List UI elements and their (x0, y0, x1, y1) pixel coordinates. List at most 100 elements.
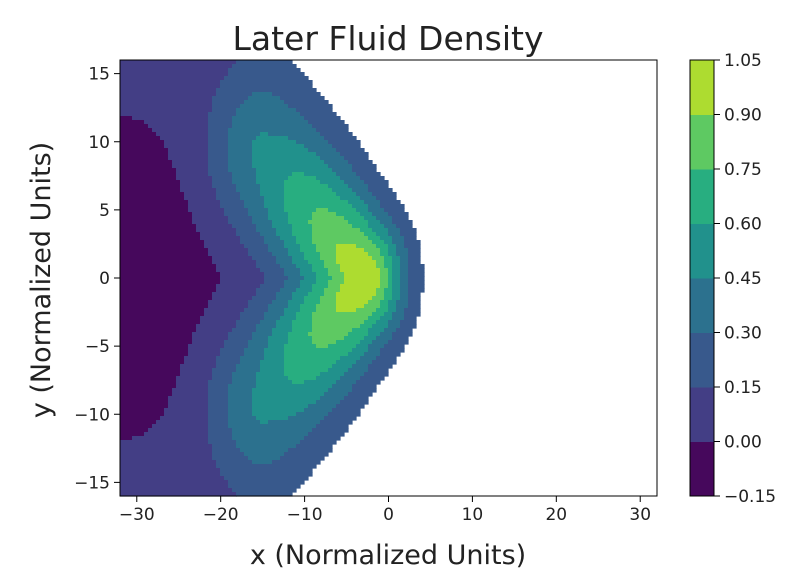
contour-cell (120, 156, 169, 161)
contour-cell (364, 216, 377, 221)
contour-cell (312, 428, 349, 433)
contour-cell (376, 308, 389, 313)
contour-cell (316, 304, 337, 309)
contour-cell (220, 276, 265, 281)
contour-cell (120, 492, 237, 497)
contour-cell (284, 268, 301, 273)
contour-cell (200, 316, 241, 321)
contour-cell (200, 236, 241, 241)
contour-cell (256, 384, 333, 389)
contour-cell (332, 408, 361, 413)
contour-cell (260, 192, 285, 197)
contour-cell (284, 244, 301, 249)
contour-cell (296, 240, 313, 245)
contour-cell (384, 260, 393, 265)
contour-cell (296, 288, 313, 293)
contour-cell (264, 240, 285, 245)
x-axis-label: x (Normalized Units) (250, 540, 526, 571)
contour-cell (332, 364, 353, 369)
contour-cell (220, 352, 245, 357)
contour-cell (268, 308, 285, 313)
contour-cell (312, 212, 337, 217)
contour-cell (368, 344, 385, 349)
contour-cell (132, 436, 209, 441)
contour-cell (400, 228, 417, 233)
contour-cell (360, 212, 373, 217)
contour-cell (384, 344, 405, 349)
contour-cell (120, 232, 201, 237)
contour-cell (312, 316, 369, 321)
contour-cell (404, 240, 421, 245)
contour-cell (384, 292, 393, 297)
contour-cell (120, 340, 193, 345)
contour-cell (236, 60, 293, 65)
contour-cell (220, 468, 313, 473)
contour-cell (292, 320, 313, 325)
contour-cell (256, 264, 281, 269)
contour-cell (344, 276, 381, 281)
contour-cell (268, 216, 289, 221)
contour-cell (232, 124, 313, 129)
contour-cell (284, 284, 301, 289)
contour-cell (400, 256, 409, 261)
contour-cell (292, 224, 313, 229)
contour-cell (408, 260, 421, 265)
contour-cell (392, 264, 401, 269)
contour-cell (260, 368, 285, 373)
contour-cell (260, 284, 285, 289)
contour-cell (244, 308, 269, 313)
contour-cell (324, 260, 337, 265)
contour-cell (368, 220, 381, 225)
colorbar-tick-label: 0.60 (724, 215, 762, 235)
contour-cell (208, 168, 229, 173)
contour-cell (400, 280, 409, 285)
contour-cell (248, 248, 269, 253)
contour-cell (120, 436, 133, 441)
contour-cell (120, 216, 193, 221)
contour-cell (276, 228, 293, 233)
contour-cell (240, 312, 265, 317)
contour-cell (120, 376, 177, 381)
contour-cell (192, 216, 229, 221)
contour-cell (408, 288, 425, 293)
contour-cell (228, 68, 301, 73)
contour-cell (284, 368, 329, 373)
contour-cell (284, 360, 337, 365)
contour-cell (176, 384, 209, 389)
x-tick-label: −10 (287, 505, 323, 525)
contour-cell (376, 264, 385, 269)
contour-cell (120, 256, 213, 261)
contour-cell (344, 180, 365, 185)
contour-cell (236, 232, 261, 237)
contour-cell (304, 252, 321, 257)
contour-cell (396, 328, 413, 333)
contour-cell (120, 240, 205, 245)
contour-cell (292, 256, 305, 261)
contour-cell (280, 316, 297, 321)
contour-cell (292, 260, 309, 265)
contour-cell (288, 304, 301, 309)
contour-cell (120, 200, 189, 205)
contour-cell (408, 300, 421, 305)
contour-cell (396, 244, 405, 249)
contour-cell (364, 336, 377, 341)
x-axis: −30 −20 −10 0 10 20 30 (119, 496, 651, 525)
contour-cell (380, 220, 393, 225)
contour-cell (180, 368, 213, 373)
contour-cell (224, 76, 309, 81)
contour-cell (244, 244, 269, 249)
contour-cell (324, 264, 341, 269)
contour-cell (232, 376, 257, 381)
contour-cell (264, 316, 281, 321)
contour-cell (212, 456, 249, 461)
contour-cell (208, 428, 233, 433)
contour-cell (388, 300, 397, 305)
contour-cell (296, 412, 329, 417)
contour-cell (280, 264, 297, 269)
contour-cell (216, 356, 241, 361)
contour-cell (272, 332, 289, 337)
contour-cell (312, 236, 369, 241)
contour-cell (120, 308, 205, 313)
contour-cell (320, 420, 353, 425)
contour-cell (392, 272, 401, 277)
